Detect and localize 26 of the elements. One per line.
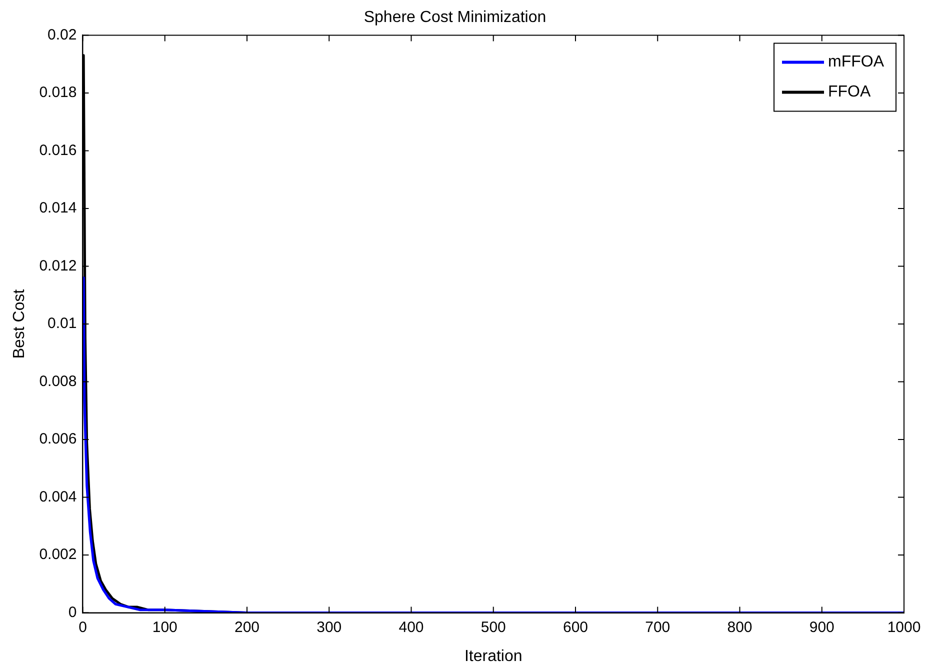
y-tick-label: 0.01 xyxy=(48,315,77,332)
x-tick-label: 500 xyxy=(480,618,506,636)
x-tick-label: 700 xyxy=(645,618,670,636)
y-tick-label: 0.02 xyxy=(48,26,77,44)
x-axis-title: Iteration xyxy=(464,648,522,665)
y-tick-label: 0.002 xyxy=(39,546,77,564)
y-tick-label: 0 xyxy=(68,604,77,621)
legend-label: mFFOA xyxy=(828,54,884,71)
y-tick-label: 0.016 xyxy=(39,142,77,159)
y-tick-label: 0.004 xyxy=(39,488,77,506)
y-tick-label: 0.018 xyxy=(39,84,77,102)
y-tick-label: 0.006 xyxy=(39,430,77,448)
chart-title: Sphere Cost Minimization xyxy=(364,9,546,26)
y-tick-label: 0.014 xyxy=(39,200,77,217)
x-tick-label: 1000 xyxy=(887,618,921,636)
x-tick-label: 300 xyxy=(316,618,342,636)
x-tick-label: 400 xyxy=(398,618,424,636)
y-tick-label: 0.012 xyxy=(39,257,77,274)
x-tick-label: 600 xyxy=(562,618,588,636)
y-axis-title: Best Cost xyxy=(11,288,28,359)
y-tick-label: 0.008 xyxy=(39,372,77,390)
x-tick-label: 200 xyxy=(234,618,260,636)
legend-label: FFOA xyxy=(828,84,871,101)
x-tick-label: 800 xyxy=(727,618,752,636)
x-tick-label: 900 xyxy=(809,618,834,636)
x-tick-label: 100 xyxy=(152,618,178,636)
